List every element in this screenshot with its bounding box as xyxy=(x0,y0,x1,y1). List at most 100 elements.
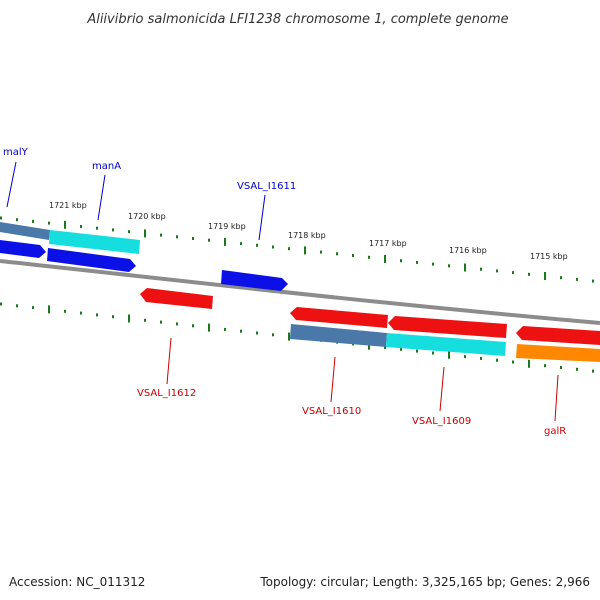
map-title: Aliivibrio salmonicida LFI1238 chromosom… xyxy=(86,12,508,27)
minor-tick xyxy=(336,252,338,256)
tick-label-1720: 1720 kbp xyxy=(128,212,166,221)
minor-tick xyxy=(224,327,226,331)
tick-label-1721: 1721 kbp xyxy=(49,201,87,210)
minor-tick xyxy=(352,254,354,257)
minor-tick xyxy=(16,218,18,222)
tick-label-1718: 1718 kbp xyxy=(288,231,326,240)
minor-tick xyxy=(240,329,242,333)
gene-feature-reverse-7[interactable] xyxy=(516,344,600,362)
minor-tick xyxy=(320,250,322,254)
major-tick xyxy=(448,350,450,359)
minor-tick xyxy=(480,267,482,271)
minor-tick xyxy=(512,271,514,275)
minor-tick xyxy=(560,276,562,280)
tick-label-1716: 1716 kbp xyxy=(449,246,487,255)
genome-summary-text: Topology: circular; Length: 3,325,165 bp… xyxy=(259,575,590,589)
minor-tick xyxy=(64,309,66,313)
minor-tick xyxy=(16,304,18,308)
minor-tick xyxy=(512,360,514,364)
leader-line-maly xyxy=(6,161,17,208)
major-tick xyxy=(208,323,210,332)
tick-label-1719: 1719 kbp xyxy=(208,222,246,231)
minor-tick xyxy=(464,355,466,359)
minor-tick xyxy=(144,318,146,322)
leader-line-galr xyxy=(554,374,559,422)
minor-tick xyxy=(208,238,210,242)
gene-feature-reverse-2[interactable] xyxy=(290,307,388,328)
major-tick xyxy=(528,359,530,368)
gene-label-vsal-i1612[interactable]: VSAL_I1612 xyxy=(137,388,196,399)
minor-tick xyxy=(0,302,2,306)
gene-feature-reverse-3[interactable] xyxy=(388,316,507,338)
minor-tick xyxy=(160,233,162,237)
leader-line-vsal-i1610 xyxy=(330,356,336,403)
minor-tick xyxy=(272,245,274,249)
minor-tick xyxy=(416,260,418,264)
minor-tick xyxy=(80,311,82,315)
minor-tick xyxy=(240,242,242,246)
minor-tick xyxy=(128,230,130,234)
gene-feature-forward-5[interactable] xyxy=(221,270,288,291)
minor-tick xyxy=(496,358,498,362)
leader-line-vsal-i1612 xyxy=(166,337,172,385)
minor-tick xyxy=(480,356,482,360)
minor-tick xyxy=(432,262,434,266)
minor-tick xyxy=(592,369,594,373)
leader-line-vsal-i1609 xyxy=(439,366,445,412)
minor-tick xyxy=(368,255,370,259)
gene-label-galr[interactable]: galR xyxy=(544,426,566,437)
minor-tick xyxy=(592,279,594,283)
minor-tick xyxy=(416,349,418,353)
major-tick xyxy=(144,229,146,238)
gene-label-vsal-i1611[interactable]: VSAL_I1611 xyxy=(237,181,296,192)
chromosome-backbone xyxy=(0,259,600,325)
minor-tick xyxy=(496,269,498,273)
leader-line-vsal-i1611 xyxy=(258,194,266,241)
gene-feature-reverse-5[interactable] xyxy=(290,324,387,347)
minor-tick xyxy=(48,221,50,225)
gene-feature-forward-4[interactable] xyxy=(47,248,136,272)
minor-tick xyxy=(432,351,434,355)
minor-tick xyxy=(448,264,450,268)
gene-label-vsal-i1609[interactable]: VSAL_I1609 xyxy=(412,416,471,427)
gene-feature-forward-3[interactable] xyxy=(0,240,46,258)
gene-label-maly[interactable]: malY xyxy=(3,147,29,158)
minor-tick xyxy=(400,347,402,351)
gene-feature-forward-2[interactable] xyxy=(49,230,140,254)
leader-line-mana xyxy=(97,174,106,221)
minor-tick xyxy=(32,306,34,310)
minor-tick xyxy=(32,219,34,223)
gene-label-mana[interactable]: manA xyxy=(92,161,121,172)
minor-tick xyxy=(560,366,562,369)
minor-tick xyxy=(176,322,178,326)
minor-tick xyxy=(112,315,114,319)
minor-tick xyxy=(256,243,258,247)
minor-tick xyxy=(272,333,274,337)
minor-tick xyxy=(544,364,546,368)
minor-tick xyxy=(576,367,578,371)
minor-tick xyxy=(400,259,402,263)
major-tick xyxy=(464,263,466,272)
minor-tick xyxy=(288,247,290,251)
minor-tick xyxy=(528,272,530,276)
gene-label-vsal-i1610[interactable]: VSAL_I1610 xyxy=(302,406,361,417)
major-tick xyxy=(304,246,306,255)
gene-feature-reverse-1[interactable] xyxy=(140,288,213,309)
minor-tick xyxy=(96,313,98,317)
minor-tick xyxy=(112,228,114,232)
tick-marks-reverse xyxy=(0,302,594,373)
gene-feature-forward-1[interactable] xyxy=(0,222,50,240)
major-tick xyxy=(544,272,546,280)
major-tick xyxy=(64,220,66,229)
minor-tick xyxy=(384,346,386,349)
gene-feature-reverse-6[interactable] xyxy=(386,333,506,356)
minor-tick xyxy=(176,235,178,239)
major-tick xyxy=(368,341,370,350)
minor-tick xyxy=(0,216,2,220)
tick-label-1717: 1717 kbp xyxy=(369,239,407,248)
gene-feature-reverse-4[interactable] xyxy=(516,326,600,345)
minor-tick xyxy=(160,320,162,324)
major-tick xyxy=(128,314,130,323)
tick-marks-forward xyxy=(0,216,594,283)
